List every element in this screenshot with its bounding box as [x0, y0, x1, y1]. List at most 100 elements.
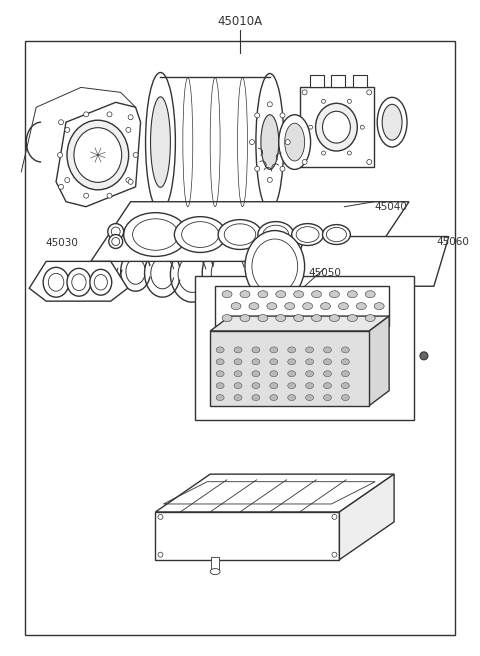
- Bar: [215, 286, 389, 326]
- Text: 45040: 45040: [374, 202, 407, 212]
- Ellipse shape: [245, 230, 305, 302]
- Ellipse shape: [255, 167, 260, 171]
- Bar: [210, 331, 369, 405]
- Ellipse shape: [270, 382, 278, 388]
- Ellipse shape: [324, 382, 332, 388]
- Ellipse shape: [338, 302, 348, 310]
- Ellipse shape: [420, 352, 428, 359]
- Ellipse shape: [261, 115, 279, 169]
- Ellipse shape: [288, 347, 296, 353]
- Ellipse shape: [377, 97, 407, 147]
- Ellipse shape: [270, 371, 278, 377]
- Ellipse shape: [306, 371, 313, 377]
- Ellipse shape: [270, 347, 278, 353]
- Ellipse shape: [94, 274, 108, 290]
- Ellipse shape: [158, 514, 163, 520]
- Ellipse shape: [59, 119, 63, 125]
- Ellipse shape: [216, 371, 224, 377]
- Ellipse shape: [124, 213, 187, 256]
- Text: 45030: 45030: [45, 239, 78, 249]
- Ellipse shape: [288, 395, 296, 401]
- Ellipse shape: [294, 315, 304, 321]
- Ellipse shape: [348, 99, 351, 104]
- Ellipse shape: [216, 359, 224, 365]
- Ellipse shape: [65, 127, 70, 133]
- Ellipse shape: [65, 178, 70, 182]
- Polygon shape: [290, 237, 449, 286]
- Bar: [353, 75, 367, 87]
- Ellipse shape: [126, 178, 131, 182]
- Ellipse shape: [231, 302, 241, 310]
- Ellipse shape: [309, 125, 312, 129]
- Ellipse shape: [222, 315, 232, 321]
- Ellipse shape: [210, 569, 220, 575]
- Ellipse shape: [323, 112, 350, 143]
- Ellipse shape: [365, 291, 375, 298]
- Ellipse shape: [374, 302, 384, 310]
- Ellipse shape: [109, 235, 123, 249]
- Ellipse shape: [107, 193, 112, 198]
- Ellipse shape: [323, 224, 350, 245]
- Ellipse shape: [285, 123, 305, 161]
- Ellipse shape: [302, 302, 312, 310]
- Ellipse shape: [252, 347, 260, 353]
- Ellipse shape: [322, 151, 325, 155]
- Ellipse shape: [341, 371, 349, 377]
- Ellipse shape: [312, 315, 322, 321]
- Ellipse shape: [59, 184, 63, 190]
- Ellipse shape: [174, 216, 226, 253]
- Ellipse shape: [341, 359, 349, 365]
- Ellipse shape: [285, 140, 290, 144]
- Ellipse shape: [302, 159, 307, 165]
- Ellipse shape: [133, 153, 138, 157]
- Ellipse shape: [292, 224, 324, 245]
- Ellipse shape: [256, 73, 284, 211]
- Ellipse shape: [332, 552, 337, 557]
- Ellipse shape: [255, 113, 260, 118]
- Ellipse shape: [315, 103, 357, 151]
- Ellipse shape: [216, 347, 224, 353]
- Ellipse shape: [280, 113, 285, 118]
- Ellipse shape: [240, 291, 250, 298]
- Ellipse shape: [128, 179, 133, 184]
- Ellipse shape: [58, 153, 62, 157]
- Ellipse shape: [263, 225, 288, 244]
- Ellipse shape: [326, 228, 347, 241]
- Ellipse shape: [294, 291, 304, 298]
- Ellipse shape: [276, 291, 286, 298]
- Ellipse shape: [324, 395, 332, 401]
- Ellipse shape: [43, 268, 69, 297]
- Ellipse shape: [128, 115, 133, 119]
- Ellipse shape: [67, 268, 91, 297]
- Ellipse shape: [258, 291, 268, 298]
- Ellipse shape: [126, 127, 131, 133]
- Ellipse shape: [151, 97, 170, 188]
- Ellipse shape: [240, 315, 250, 321]
- Ellipse shape: [222, 291, 232, 298]
- Ellipse shape: [348, 315, 357, 321]
- Polygon shape: [156, 474, 394, 512]
- Bar: [211, 557, 219, 571]
- Text: 45050: 45050: [308, 268, 341, 278]
- Ellipse shape: [329, 315, 339, 321]
- Ellipse shape: [216, 395, 224, 401]
- Ellipse shape: [252, 359, 260, 365]
- Ellipse shape: [67, 120, 129, 190]
- Ellipse shape: [107, 112, 112, 117]
- Ellipse shape: [321, 302, 330, 310]
- Ellipse shape: [234, 347, 242, 353]
- Ellipse shape: [74, 128, 122, 182]
- Ellipse shape: [249, 302, 259, 310]
- Polygon shape: [29, 261, 128, 301]
- Ellipse shape: [306, 395, 313, 401]
- Polygon shape: [210, 316, 389, 331]
- Ellipse shape: [348, 291, 357, 298]
- Ellipse shape: [329, 291, 339, 298]
- Polygon shape: [91, 202, 409, 261]
- Ellipse shape: [367, 90, 372, 95]
- Ellipse shape: [341, 382, 349, 388]
- Ellipse shape: [145, 72, 175, 212]
- Ellipse shape: [296, 227, 319, 243]
- Ellipse shape: [348, 151, 351, 155]
- Ellipse shape: [356, 302, 366, 310]
